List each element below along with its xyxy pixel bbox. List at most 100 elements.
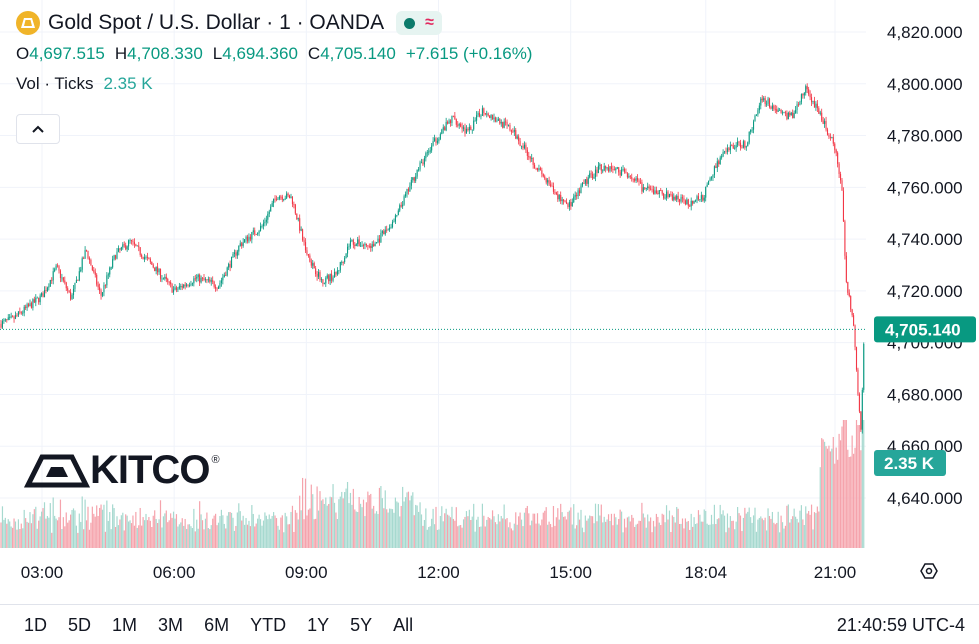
high-label: H [114, 44, 128, 63]
volume-bar [209, 529, 211, 548]
candle-body [832, 137, 834, 144]
volume-bar [171, 517, 173, 548]
candle-body [26, 304, 28, 308]
volume-bar [99, 507, 101, 548]
range-all-button[interactable]: All [393, 615, 414, 635]
range-1d-button[interactable]: 1D [24, 615, 48, 635]
candle-body [580, 185, 582, 194]
volume-bar [38, 520, 40, 548]
range-1m-button[interactable]: 1M [112, 615, 138, 635]
candle-body [184, 284, 186, 286]
market-status-pill[interactable]: ≈ [396, 11, 442, 35]
volume-bar [75, 525, 77, 548]
candle-body [429, 150, 431, 152]
volume-bar [233, 530, 236, 548]
volume-bar [319, 491, 321, 548]
volume-bar [465, 511, 468, 548]
candle-body [49, 279, 51, 287]
candle-body [579, 190, 581, 194]
volume-bar [135, 511, 137, 548]
candle-body [435, 138, 437, 143]
range-3m-button[interactable]: 3M [158, 615, 184, 635]
candle-body [700, 195, 702, 200]
grid [0, 0, 866, 548]
volume-bar [271, 515, 273, 548]
y-tick-label: 4,720.000 [887, 282, 963, 301]
candle-body [436, 141, 438, 143]
volume-bar [461, 527, 463, 548]
volume-bar [657, 516, 659, 548]
candle-body [542, 174, 544, 177]
candle-body [612, 168, 614, 170]
volume-bar [599, 515, 601, 548]
volume-bar [689, 529, 691, 548]
candle-body [445, 121, 447, 131]
volume-bar [328, 503, 330, 548]
candle-body [786, 112, 788, 120]
volume-bar [165, 510, 167, 548]
volume-bar [22, 528, 24, 548]
volume-bar [222, 515, 224, 548]
candle-body [802, 94, 804, 96]
candle-body [635, 177, 637, 181]
volume-bar [602, 522, 604, 548]
candle-body [187, 284, 189, 286]
volume-bar [718, 518, 720, 548]
y-axis[interactable]: 4,640.0004,660.0004,680.0004,700.0004,72… [887, 23, 963, 508]
timezone-clock[interactable]: 21:40:59 UTC-4 [836, 615, 965, 635]
candle-body [120, 247, 122, 250]
volume-bar [109, 512, 111, 548]
range-5d-button[interactable]: 5D [68, 615, 92, 635]
volume-bar [525, 507, 527, 548]
volume-bar [684, 518, 686, 548]
volume-bar [235, 525, 237, 548]
candle-body [331, 273, 333, 281]
volume-bar [360, 503, 362, 548]
volume-bar [549, 524, 552, 548]
range-6m-button[interactable]: 6M [204, 615, 230, 635]
candle-body [271, 203, 273, 207]
volume-bar [668, 510, 671, 548]
candle-body [806, 86, 808, 90]
settings-hexagon-icon[interactable] [920, 563, 938, 579]
candle-body [278, 196, 280, 199]
volume-bar [393, 512, 395, 548]
volume-bar [577, 512, 579, 548]
volume-bar [264, 512, 266, 548]
candle-body [309, 255, 311, 262]
range-ytd-button[interactable]: YTD [250, 615, 287, 635]
candle-body [228, 263, 230, 268]
candle-body [803, 92, 805, 96]
volume-bar [574, 528, 576, 548]
candle-body [432, 141, 434, 146]
candle-body [45, 290, 47, 291]
x-axis[interactable]: 03:00 06:00 09:00 12:00 15:00 18:04 21:00 [21, 563, 857, 582]
candle-body [789, 112, 791, 116]
candle-body [564, 201, 566, 203]
candle-body [652, 189, 655, 194]
candle-body [328, 275, 330, 282]
volume-bar [113, 508, 115, 548]
volume-bar [58, 517, 60, 548]
volume-label[interactable]: Vol · Ticks [16, 74, 94, 93]
volume-bar [631, 514, 633, 548]
range-5y-button[interactable]: 5Y [350, 615, 373, 635]
candle-body [494, 117, 496, 122]
volume-bar [180, 522, 182, 548]
candle-body [109, 267, 111, 275]
candle-body [821, 112, 823, 121]
volume-bar [345, 488, 347, 548]
candle-body [597, 165, 599, 174]
symbol-title[interactable]: Gold Spot / U.S. Dollar · 1 · OANDA [48, 11, 385, 34]
collapse-legend-button[interactable] [16, 114, 60, 144]
candle-body [323, 283, 325, 285]
volume-bar [576, 525, 578, 548]
candle-body [62, 277, 64, 281]
candle-body [91, 265, 93, 271]
candle-body [680, 197, 682, 202]
price-chart[interactable]: 4,640.0004,660.0004,680.0004,700.0004,72… [0, 0, 979, 604]
range-1y-button[interactable]: 1Y [307, 615, 330, 635]
x-tick-label: 15:00 [549, 563, 592, 582]
volume-bar [335, 512, 337, 548]
volume-bar [660, 524, 662, 548]
